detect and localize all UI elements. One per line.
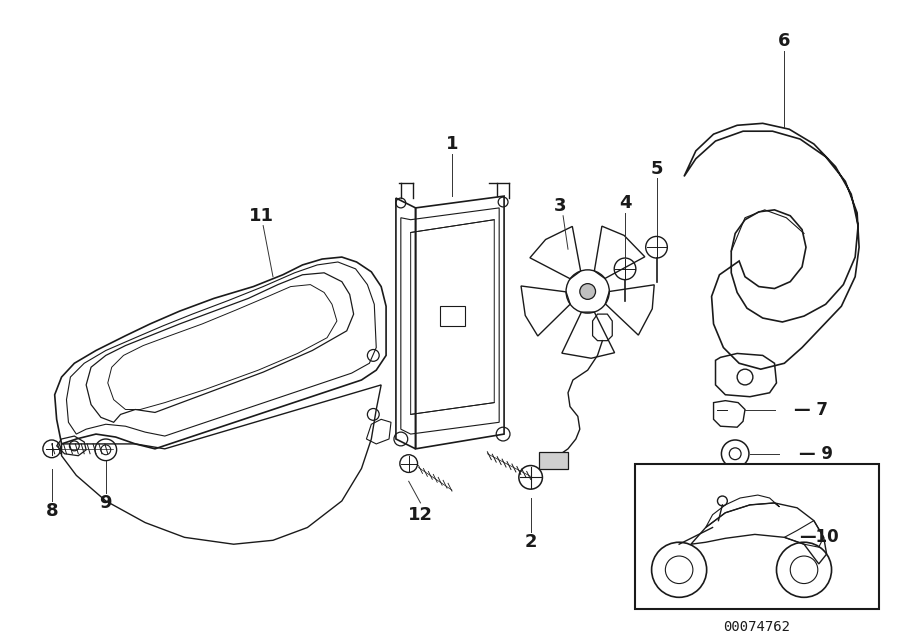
Text: 2: 2 [525,533,537,551]
Text: 12: 12 [408,505,433,524]
Text: 1: 1 [446,135,458,153]
Circle shape [580,284,596,299]
Text: 6: 6 [778,32,790,50]
Text: 5: 5 [651,159,662,178]
Bar [538,451,568,469]
Text: 3: 3 [554,197,566,215]
Text: 4: 4 [619,194,631,212]
Bar [440,306,464,326]
Text: 9: 9 [100,494,112,512]
Text: — 7: — 7 [794,401,828,420]
Text: 00074762: 00074762 [724,620,790,634]
Text: 8: 8 [45,502,58,520]
Bar [634,464,878,609]
Text: —10: —10 [799,528,839,546]
Text: — 9: — 9 [799,444,833,463]
Text: 11: 11 [248,207,274,225]
